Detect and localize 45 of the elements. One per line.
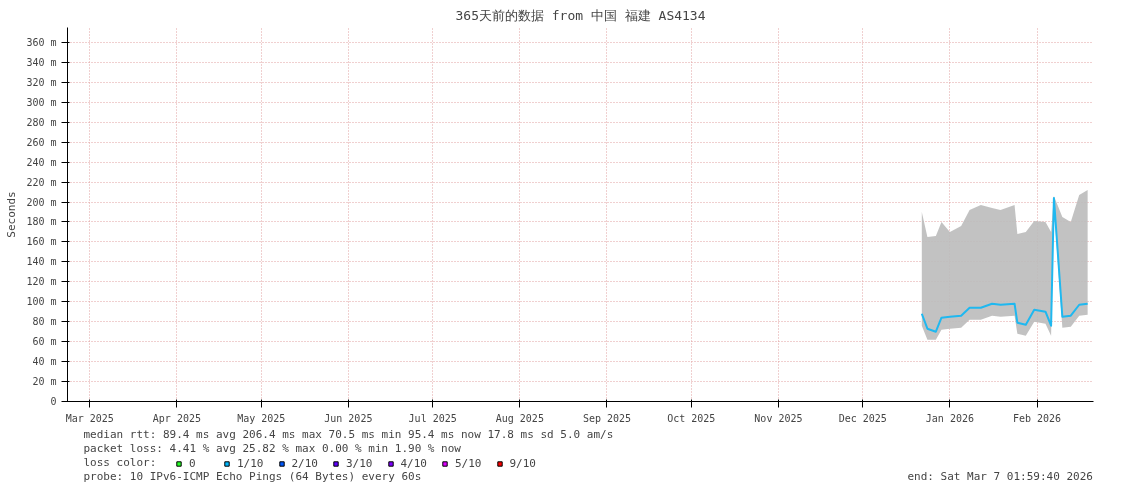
legend-label: 5/10 (455, 457, 482, 470)
y-tick-label: 120 m (26, 276, 57, 288)
y-tick-label: 60 m (32, 336, 57, 348)
x-tick-label: Feb 2026 (1012, 412, 1062, 424)
y-tick-label: 360 m (26, 36, 57, 48)
legend-label: 4/10 (400, 457, 427, 470)
legend-label: 3/10 (346, 457, 373, 470)
y-tick-label: 100 m (26, 296, 57, 308)
legend-title: loss color: (83, 456, 157, 469)
chart-title: 365天前的数据 from 中国 福建 AS4134 (455, 7, 706, 23)
y-tick-label: 160 m (26, 236, 57, 248)
y-tick-label: 260 m (26, 136, 57, 148)
x-tick-label: May 2025 (237, 412, 286, 424)
x-tick-label: Apr 2025 (152, 412, 201, 424)
legend-label: 1/10 (237, 457, 264, 470)
x-tick-label: Dec 2025 (838, 412, 887, 424)
x-tick-label: Mar 2025 (65, 412, 114, 424)
text: median rtt: 89.4 ms avg 206.4 ms max 70.5 ms min 95.4 ms now 17.8 ms sd 5.0 am/s (83, 428, 614, 441)
x-tick-label: Jan 2026 (925, 412, 974, 424)
y-axis-title: Seconds (5, 191, 19, 238)
text: end: Sat Mar 7 01:59:40 2026 (907, 470, 1093, 483)
y-tick-label: 340 m (26, 56, 57, 68)
y-tick-label: 200 m (26, 196, 57, 208)
y-tick-label: 320 m (26, 76, 57, 88)
text: probe: 10 IPv6-ICMP Echo Pings (64 Bytes) every 60s (83, 470, 422, 483)
x-tick-label: Jun 2025 (324, 412, 373, 424)
y-tick-label: 180 m (26, 216, 57, 228)
y-tick-label: 240 m (26, 156, 57, 168)
x-tick-label: Nov 2025 (754, 412, 803, 424)
x-tick-label: Jul 2025 (408, 412, 457, 424)
y-tick-label: 40 m (32, 356, 57, 368)
x-tick-label: Aug 2025 (495, 412, 544, 424)
y-tick-label: 140 m (26, 256, 57, 268)
x-tick-label: Sep 2025 (582, 412, 632, 424)
legend-label: 9/10 (509, 457, 536, 470)
y-tick-label: 20 m (32, 376, 57, 388)
text: packet loss: 4.41 % avg 25.82 % max 0.00 % min 1.90 % now (83, 442, 462, 455)
y-tick-label: 220 m (26, 176, 57, 188)
legend-label: 2/10 (291, 457, 318, 470)
y-tick-label: 80 m (32, 316, 57, 328)
x-tick-label: Oct 2025 (667, 412, 716, 424)
y-tick-label: 0 (50, 396, 57, 407)
legend-label: 0 (189, 457, 197, 470)
y-tick-label: 300 m (26, 96, 57, 108)
y-tick-label: 280 m (26, 116, 57, 128)
